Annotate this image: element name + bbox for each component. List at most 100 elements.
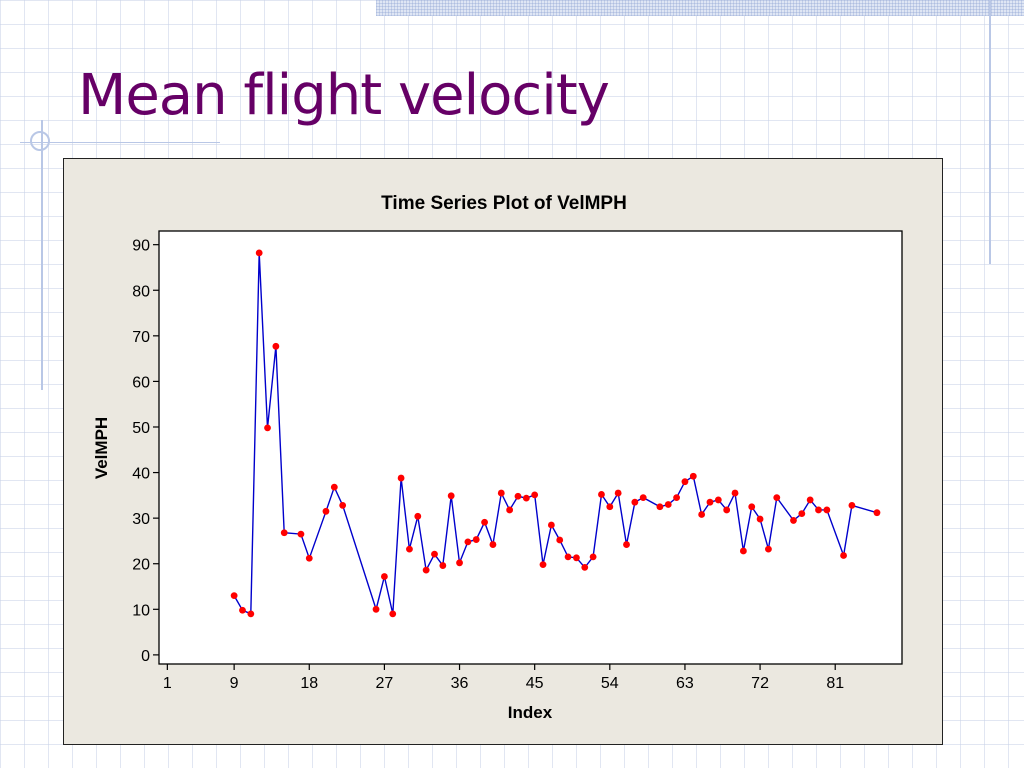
data-point	[439, 562, 447, 569]
data-point	[765, 545, 772, 553]
data-point	[389, 610, 397, 618]
data-point	[230, 592, 238, 600]
data-point	[598, 491, 605, 498]
data-point	[514, 492, 522, 500]
x-tick-label: 9	[230, 675, 239, 692]
data-point	[564, 553, 572, 561]
data-point	[848, 501, 856, 509]
x-tick-label: 63	[676, 675, 694, 692]
data-point	[280, 529, 288, 537]
data-point	[773, 494, 781, 502]
x-tick-label: 18	[300, 675, 318, 692]
data-point	[381, 573, 388, 580]
y-tick-label: 60	[132, 374, 150, 391]
x-tick-label: 81	[826, 675, 844, 692]
data-point	[447, 492, 455, 500]
data-point	[798, 510, 806, 517]
decorative-vertical-line	[989, 0, 991, 264]
y-tick-label: 40	[132, 466, 150, 483]
plot-area	[158, 230, 903, 665]
data-point	[531, 491, 539, 499]
data-point	[623, 541, 630, 548]
data-point	[556, 536, 564, 544]
x-tick-label: 72	[751, 675, 769, 692]
series-line	[233, 252, 878, 615]
data-point	[614, 489, 622, 497]
data-point	[631, 498, 639, 506]
x-tick-label: 1	[163, 675, 172, 692]
data-point	[414, 512, 422, 520]
y-tick-label: 80	[132, 283, 150, 300]
y-axis: 0 10 20 30 40 50 60 70 80 90	[132, 238, 159, 665]
data-point	[790, 517, 797, 524]
decorative-horizontal-line	[20, 142, 220, 143]
data-point	[497, 489, 505, 497]
data-point	[305, 554, 313, 562]
data-point	[522, 494, 530, 502]
data-point	[239, 606, 246, 614]
y-tick-label: 90	[132, 238, 150, 255]
data-point	[464, 538, 472, 546]
y-tick-label: 50	[132, 420, 150, 437]
data-point	[656, 503, 664, 511]
data-markers	[230, 249, 881, 618]
decorative-circle	[30, 131, 50, 151]
data-point	[639, 494, 647, 502]
slide-title: Mean flight velocity	[78, 63, 610, 128]
data-point	[297, 530, 305, 538]
chart-panel: Time Series Plot of VelMPH 0 10 20 30 40 50 60…	[63, 158, 943, 745]
data-point	[472, 536, 480, 543]
data-point	[330, 483, 338, 491]
data-point	[673, 494, 680, 502]
decorative-vertical-line	[41, 120, 43, 390]
data-point	[806, 496, 814, 504]
data-point	[823, 506, 831, 514]
data-point	[573, 554, 580, 562]
y-tick-label: 10	[132, 602, 150, 619]
data-point	[489, 541, 497, 548]
data-point	[739, 547, 747, 555]
data-point	[840, 552, 847, 559]
data-point	[539, 561, 547, 569]
data-point	[681, 478, 689, 486]
data-point	[506, 506, 514, 514]
x-axis-label: Index	[508, 703, 553, 722]
data-point	[264, 424, 271, 432]
x-tick-label: 27	[376, 675, 394, 692]
data-point	[873, 509, 881, 517]
x-tick-label: 36	[451, 675, 469, 692]
data-point	[431, 550, 438, 558]
data-point	[589, 553, 597, 561]
data-point	[322, 507, 330, 515]
data-point	[689, 472, 697, 480]
data-point	[339, 501, 347, 509]
y-tick-label: 20	[132, 557, 150, 574]
time-series-chart: Time Series Plot of VelMPH 0 10 20 30 40 50 60…	[92, 193, 903, 722]
y-tick-label: 30	[132, 511, 150, 528]
data-point	[756, 515, 764, 523]
x-tick-label: 54	[601, 675, 619, 692]
data-point	[481, 518, 488, 526]
data-point	[664, 501, 672, 508]
data-point	[247, 610, 255, 618]
data-point	[581, 563, 589, 571]
data-point	[706, 498, 714, 506]
data-point	[606, 503, 614, 511]
data-point	[815, 506, 822, 514]
data-point	[748, 503, 756, 511]
data-point	[272, 342, 280, 350]
data-point	[255, 249, 263, 257]
data-point	[422, 566, 430, 574]
x-tick-label: 45	[526, 675, 544, 692]
data-point	[698, 511, 706, 518]
data-point	[456, 559, 463, 567]
data-point	[547, 521, 555, 529]
y-tick-label: 0	[141, 648, 150, 665]
data-point	[372, 605, 380, 613]
y-axis-label: VelMPH	[92, 417, 111, 479]
data-point	[714, 496, 722, 504]
y-tick-label: 70	[132, 329, 150, 346]
chart-title: Time Series Plot of VelMPH	[381, 193, 627, 214]
x-axis: 1 9 18 27 36 45 54 63 72 81	[163, 664, 844, 692]
data-point	[397, 474, 405, 482]
